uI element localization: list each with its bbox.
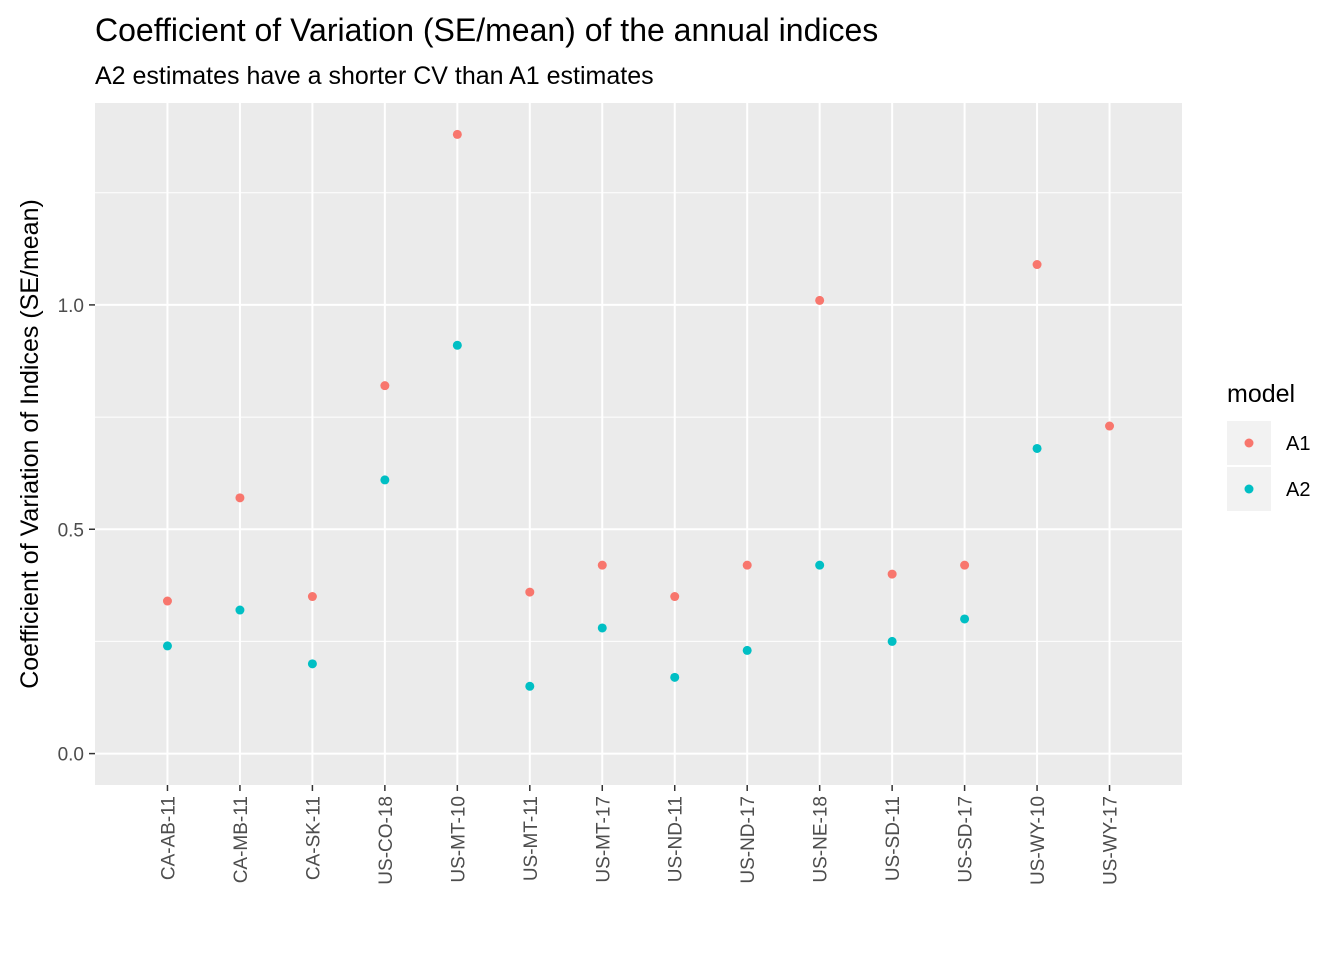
plot-panel bbox=[95, 103, 1182, 785]
legend-label: A2 bbox=[1286, 479, 1310, 501]
point-a2 bbox=[162, 641, 172, 651]
point-a2 bbox=[1032, 443, 1042, 453]
point-a1 bbox=[307, 592, 317, 602]
point-a1 bbox=[1105, 421, 1115, 431]
y-axis: 0.0 0.5 1.0 bbox=[58, 296, 95, 766]
point-a1 bbox=[815, 295, 825, 305]
gridlines bbox=[95, 103, 1182, 785]
point-a2 bbox=[307, 659, 317, 669]
point-a2 bbox=[960, 614, 970, 624]
point-a1 bbox=[235, 493, 245, 503]
point-a1 bbox=[452, 129, 462, 139]
x-tick-label: US-SD-11 bbox=[883, 796, 904, 881]
point-a1 bbox=[742, 560, 752, 570]
legend-marker-a2 bbox=[1244, 484, 1254, 494]
chart-title: Coefficient of Variation (SE/mean) of th… bbox=[95, 12, 878, 48]
x-tick-label: CA-MB-11 bbox=[231, 796, 252, 883]
x-axis: CA-AB-11 CA-MB-11 CA-SK-11 US-CO-18 US-MT-10… bbox=[158, 785, 1122, 885]
legend-title: model bbox=[1227, 380, 1295, 408]
x-tick-label: CA-AB-11 bbox=[158, 796, 179, 880]
x-tick-label: US-ND-17 bbox=[738, 796, 759, 884]
point-a2 bbox=[742, 645, 752, 655]
point-a1 bbox=[380, 381, 390, 391]
x-tick-label: US-NE-18 bbox=[811, 796, 832, 883]
x-tick-label: US-CO-18 bbox=[376, 796, 397, 885]
point-a2 bbox=[452, 340, 462, 350]
point-a1 bbox=[887, 569, 897, 579]
y-tick-label: 1.0 bbox=[58, 296, 84, 317]
y-axis-label: Coefficient of Variation of Indices (SE/… bbox=[16, 199, 44, 689]
legend-label: A1 bbox=[1286, 433, 1310, 455]
point-a1 bbox=[597, 560, 607, 570]
point-a1 bbox=[670, 592, 680, 602]
point-a2 bbox=[235, 605, 245, 615]
y-tick-label: 0.5 bbox=[58, 520, 84, 541]
x-tick-label: US-SD-17 bbox=[956, 796, 977, 883]
point-a1 bbox=[525, 587, 535, 597]
x-tick-label: US-WY-10 bbox=[1028, 796, 1049, 885]
legend: model A1 A2 bbox=[1227, 380, 1310, 511]
x-tick-label: US-MT-10 bbox=[448, 796, 469, 883]
x-tick-label: US-MT-11 bbox=[521, 796, 542, 881]
x-tick-label: US-ND-11 bbox=[666, 796, 687, 882]
point-a2 bbox=[887, 636, 897, 646]
point-a2 bbox=[525, 681, 535, 691]
point-a2 bbox=[670, 672, 680, 682]
x-tick-label: US-WY-17 bbox=[1101, 796, 1122, 885]
x-tick-label: CA-SK-11 bbox=[303, 796, 324, 880]
chart-subtitle: A2 estimates have a shorter CV than A1 e… bbox=[95, 62, 654, 90]
point-a1 bbox=[162, 596, 172, 606]
data-points bbox=[162, 129, 1115, 691]
point-a2 bbox=[815, 560, 825, 570]
y-tick-label: 0.0 bbox=[58, 745, 84, 766]
point-a1 bbox=[960, 560, 970, 570]
x-tick-label: US-MT-17 bbox=[593, 796, 614, 883]
legend-marker-a1 bbox=[1244, 438, 1254, 448]
point-a2 bbox=[597, 623, 607, 633]
point-a1 bbox=[1032, 260, 1042, 270]
point-a2 bbox=[380, 475, 390, 485]
